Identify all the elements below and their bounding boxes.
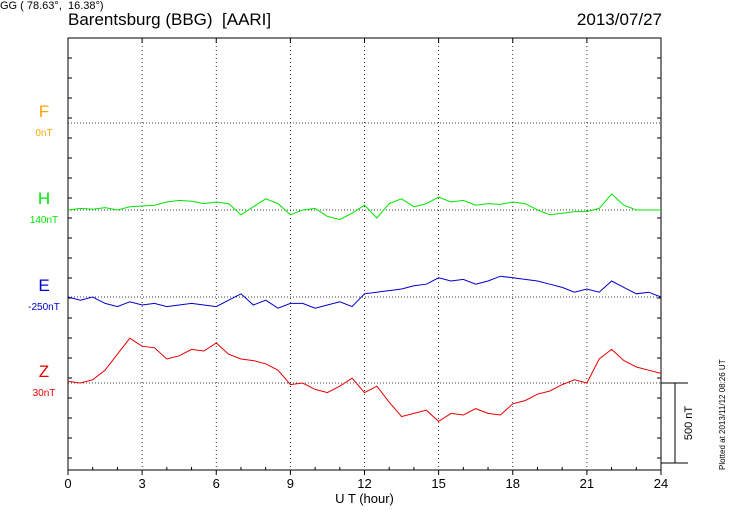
x-tick-label: 3 bbox=[139, 476, 146, 491]
series-line-z bbox=[67, 337, 662, 423]
station-coordinates: GG ( 78.63°, 16.38°) bbox=[0, 0, 104, 12]
series-name-f: F bbox=[39, 102, 49, 121]
series-line-e bbox=[67, 275, 662, 309]
x-tick-label: 15 bbox=[431, 476, 445, 491]
x-tick-label: 12 bbox=[357, 476, 371, 491]
series-baseline-label-e: -250nT bbox=[28, 302, 60, 313]
x-tick-label: 21 bbox=[580, 476, 594, 491]
series-line-h bbox=[67, 193, 661, 221]
scale-bar-label: 500 nT bbox=[683, 406, 695, 441]
x-tick-label: 24 bbox=[654, 476, 668, 491]
series-name-z: Z bbox=[39, 362, 49, 381]
chart-title: Barentsburg (BBG) [AARI] bbox=[68, 10, 272, 29]
series-baseline-label-h: 140nT bbox=[30, 215, 58, 226]
x-tick-label: 18 bbox=[506, 476, 520, 491]
x-tick-label: 9 bbox=[287, 476, 294, 491]
x-tick-label: 6 bbox=[213, 476, 220, 491]
series-baseline-label-f: 0nT bbox=[35, 128, 52, 139]
series-name-h: H bbox=[38, 189, 50, 208]
chart-date: 2013/07/27 bbox=[576, 10, 662, 29]
x-tick-label: 0 bbox=[64, 476, 71, 491]
series-baseline-label-z: 30nT bbox=[33, 388, 56, 399]
x-axis-label: U T (hour) bbox=[335, 491, 394, 506]
series-name-e: E bbox=[38, 276, 49, 295]
